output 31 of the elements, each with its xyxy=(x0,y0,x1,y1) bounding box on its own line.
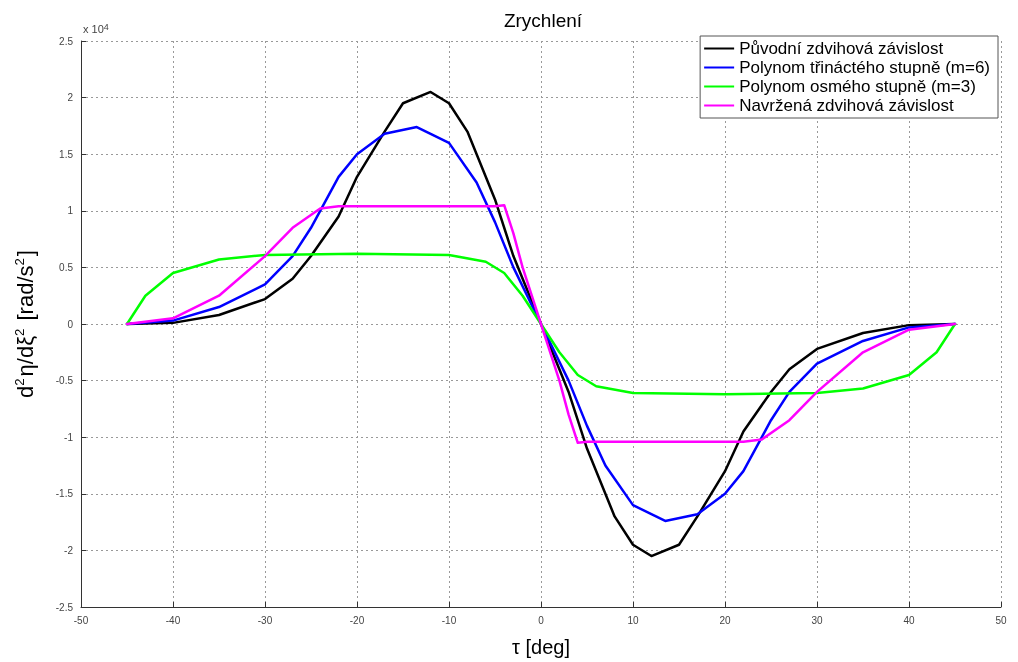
x-tick-label: 50 xyxy=(995,614,1007,626)
x-axis-title: τ [deg] xyxy=(512,636,570,658)
y-tick-label: 1 xyxy=(67,205,74,217)
x-tick-label: 0 xyxy=(538,614,545,626)
y-tick-label: -1.5 xyxy=(55,488,74,500)
x-tick-label: 10 xyxy=(627,614,639,626)
x-tick-label: -40 xyxy=(165,614,181,626)
legend-label: Navržená zdvihová závislost xyxy=(739,96,954,115)
x-tick-label: 20 xyxy=(719,614,731,626)
y-tick-label: -2 xyxy=(64,544,74,556)
line-series xyxy=(125,252,957,396)
legend-label: Polynom osmého stupně (m=3) xyxy=(739,77,976,96)
y-tick-label: 1.5 xyxy=(59,148,74,160)
y-tick-label: -1 xyxy=(64,431,74,443)
chart-title: Zrychlení xyxy=(503,10,583,31)
line-series xyxy=(125,203,957,445)
y-tick-label: 2.5 xyxy=(59,35,74,47)
y-tick-label: 2 xyxy=(67,92,74,104)
x-tick-label: 40 xyxy=(903,614,915,626)
y-tick-label: -0.5 xyxy=(55,375,74,387)
x-tick-label: -20 xyxy=(349,614,365,626)
y-tick-label: 0 xyxy=(67,318,74,330)
y-tick-label: 0.5 xyxy=(59,261,74,273)
x-tick-label: -30 xyxy=(257,614,273,626)
y-axis-title: d2η/dξ2 [rad/s2] xyxy=(12,250,38,398)
x-tick-label: -10 xyxy=(441,614,457,626)
x-tick-label: -50 xyxy=(73,614,89,626)
legend-label: Polynom třináctého stupně (m=6) xyxy=(739,58,990,77)
legend-label: Původní zdvihová závislost xyxy=(739,39,944,58)
y-tick-label: -2.5 xyxy=(55,601,74,613)
x-tick-label: 30 xyxy=(811,614,823,626)
